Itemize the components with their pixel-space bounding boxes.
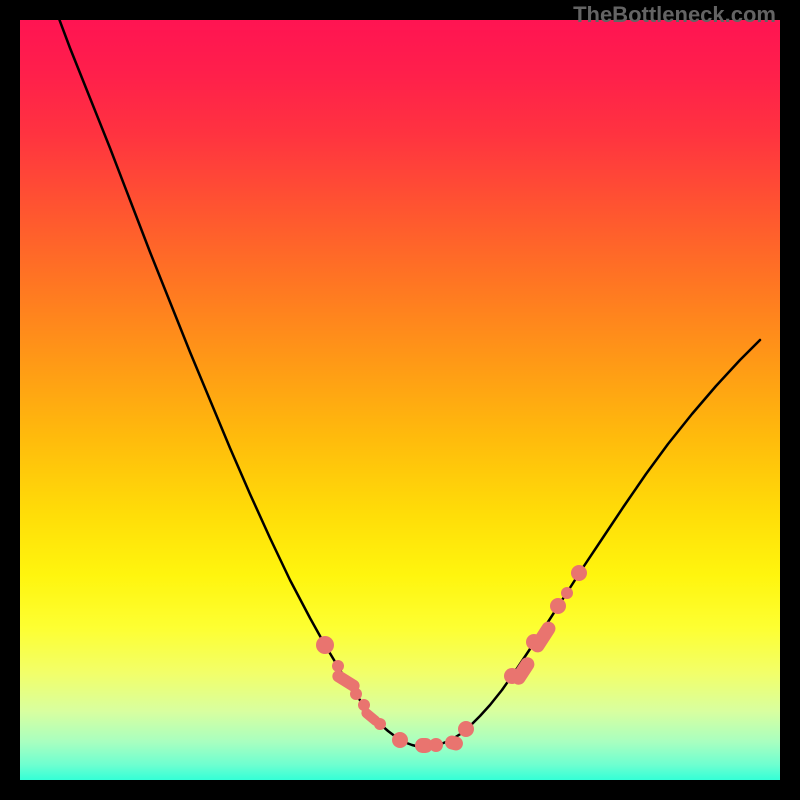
gradient-background [20,20,780,780]
watermark: TheBottleneck.com [573,2,776,28]
plot-area [20,20,780,780]
